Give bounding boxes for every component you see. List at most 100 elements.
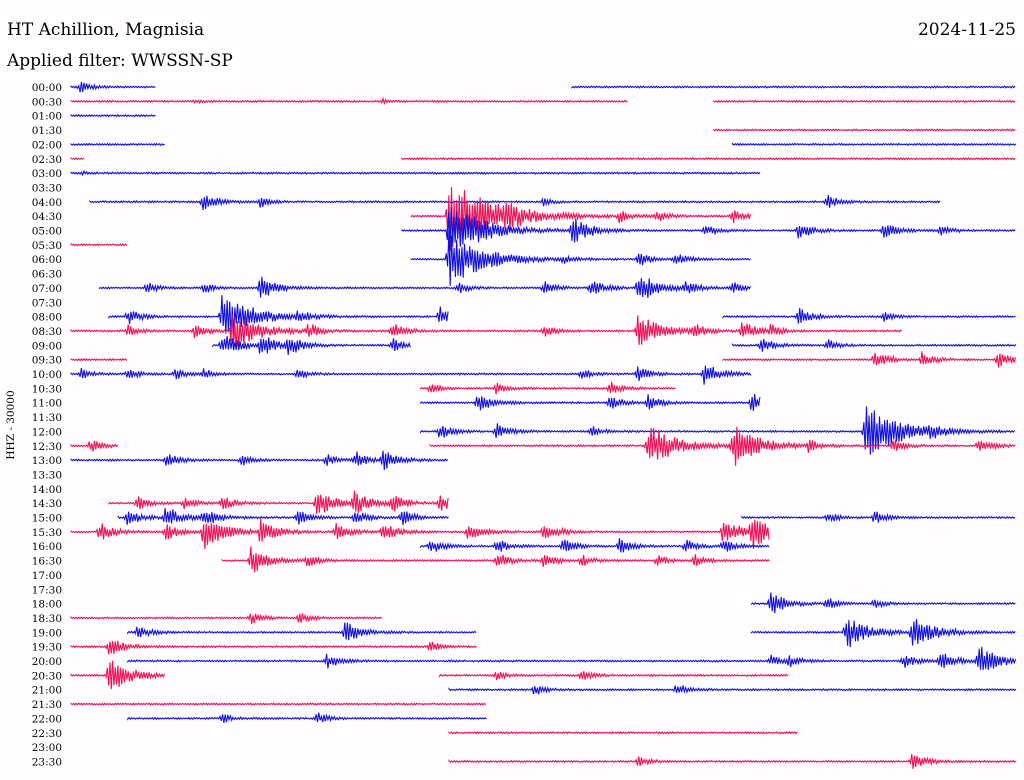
trace-1300-seg-0 — [70, 450, 449, 471]
trace-2230-seg-0 — [448, 730, 798, 735]
trace-0530-seg-0 — [70, 242, 128, 247]
record-date: 2024-11-25 — [917, 20, 1016, 40]
time-tick-0730: 07:30 — [32, 297, 62, 309]
time-tick-1930: 19:30 — [32, 642, 62, 654]
time-tick-2030: 20:30 — [32, 670, 62, 682]
trace-0500-seg-0 — [401, 206, 1016, 251]
time-tick-0330: 03:30 — [32, 182, 62, 194]
time-tick-0000: 00:00 — [32, 82, 62, 94]
time-tick-labels: 00:00 00:30 01:00 01:30 02:00 02:30 03:00 03:30… — [32, 82, 62, 768]
time-tick-0400: 04:00 — [32, 197, 62, 209]
trace-1900-seg-0 — [127, 622, 477, 641]
trace-0100-seg-0 — [70, 113, 156, 118]
trace-1600-seg-0 — [420, 538, 770, 553]
trace-0830-seg-0 — [70, 315, 903, 349]
time-tick-1030: 10:30 — [32, 383, 62, 395]
trace-1000-seg-0 — [70, 365, 752, 385]
trace-2330-seg-0 — [448, 753, 1017, 770]
time-tick-0200: 02:00 — [32, 139, 62, 151]
trace-2030-seg-1 — [439, 670, 789, 681]
time-tick-1230: 12:30 — [32, 441, 62, 453]
trace-1100-seg-0 — [420, 394, 761, 412]
station-title: HT Achillion, Magnisia — [7, 20, 205, 40]
time-tick-0100: 01:00 — [32, 111, 62, 123]
trace-0000-seg-0 — [70, 81, 156, 93]
time-tick-1730: 17:30 — [32, 584, 62, 596]
trace-0900-seg-0 — [212, 336, 411, 356]
time-tick-0830: 08:30 — [32, 326, 62, 338]
trace-group — [70, 81, 1017, 770]
trace-0230-seg-1 — [401, 157, 1016, 161]
trace-0400-seg-0 — [89, 194, 941, 210]
time-tick-1530: 15:30 — [32, 527, 62, 539]
time-tick-2300: 23:00 — [32, 742, 62, 754]
trace-1530-seg-0 — [70, 518, 770, 550]
trace-0030-seg-1 — [713, 99, 1016, 104]
time-tick-0300: 03:00 — [32, 168, 62, 180]
time-tick-1400: 14:00 — [32, 484, 62, 496]
time-tick-0930: 09:30 — [32, 355, 62, 367]
time-tick-0230: 02:30 — [32, 154, 62, 166]
time-tick-0900: 09:00 — [32, 340, 62, 352]
time-tick-2000: 20:00 — [32, 656, 62, 668]
time-tick-1600: 16:00 — [32, 541, 62, 553]
trace-0930-seg-1 — [722, 351, 1017, 368]
trace-1900-seg-1 — [750, 618, 1016, 648]
trace-0800-seg-1 — [722, 307, 1016, 324]
time-tick-0600: 06:00 — [32, 254, 62, 266]
trace-2200-seg-0 — [127, 712, 487, 723]
trace-2100-seg-0 — [448, 685, 1017, 695]
time-tick-1130: 11:30 — [32, 412, 62, 424]
time-tick-0630: 06:30 — [32, 269, 62, 281]
trace-2000-seg-0 — [127, 646, 1017, 671]
trace-1800-seg-0 — [750, 592, 1016, 614]
trace-0700-seg-0 — [98, 276, 752, 299]
time-tick-0800: 08:00 — [32, 312, 62, 324]
trace-2130-seg-0 — [70, 702, 487, 706]
trace-0430-seg-0 — [410, 186, 752, 252]
trace-0030-seg-0 — [70, 96, 628, 106]
trace-0600-seg-0 — [410, 230, 751, 286]
trace-1930-seg-0 — [70, 640, 477, 655]
time-tick-1200: 12:00 — [32, 426, 62, 438]
time-tick-1630: 16:30 — [32, 556, 62, 568]
time-tick-1700: 17:00 — [32, 570, 62, 582]
time-tick-1100: 11:00 — [32, 398, 62, 410]
time-tick-1000: 10:00 — [32, 369, 62, 381]
time-tick-1800: 18:00 — [32, 599, 62, 611]
trace-1230-seg-1 — [429, 426, 1016, 466]
trace-1230-seg-0 — [70, 440, 119, 452]
trace-1830-seg-0 — [70, 613, 383, 624]
trace-0200-seg-1 — [731, 142, 1017, 147]
trace-0000-seg-1 — [571, 85, 1016, 89]
trace-0900-seg-1 — [731, 338, 1017, 352]
time-tick-1430: 14:30 — [32, 498, 62, 510]
trace-1630-seg-0 — [221, 546, 770, 573]
time-tick-0130: 01:30 — [32, 125, 62, 137]
trace-1500-seg-1 — [741, 511, 1016, 523]
time-tick-0430: 04:30 — [32, 211, 62, 223]
time-tick-0700: 07:00 — [32, 283, 62, 295]
trace-1030-seg-0 — [420, 381, 676, 395]
time-tick-2230: 22:30 — [32, 728, 62, 740]
time-tick-2130: 21:30 — [32, 699, 62, 711]
time-tick-1330: 13:30 — [32, 469, 62, 481]
trace-2030-seg-0 — [70, 660, 166, 690]
trace-0800-seg-0 — [108, 295, 449, 335]
trace-0230-seg-0 — [70, 157, 85, 161]
trace-0300-seg-0 — [70, 169, 761, 177]
y-axis-label: HHZ - 30000 — [5, 390, 17, 459]
time-tick-1300: 13:00 — [32, 455, 62, 467]
time-tick-0500: 05:00 — [32, 226, 62, 238]
time-tick-1500: 15:00 — [32, 513, 62, 525]
trace-0930-seg-0 — [70, 357, 128, 362]
trace-0130-seg-0 — [713, 128, 1016, 132]
trace-1500-seg-0 — [117, 508, 449, 526]
time-tick-1830: 18:30 — [32, 613, 62, 625]
time-tick-2200: 22:00 — [32, 713, 62, 725]
trace-1430-seg-0 — [108, 490, 449, 515]
time-tick-0530: 05:30 — [32, 240, 62, 252]
trace-0200-seg-0 — [70, 142, 165, 147]
trace-1200-seg-0 — [420, 406, 1016, 455]
